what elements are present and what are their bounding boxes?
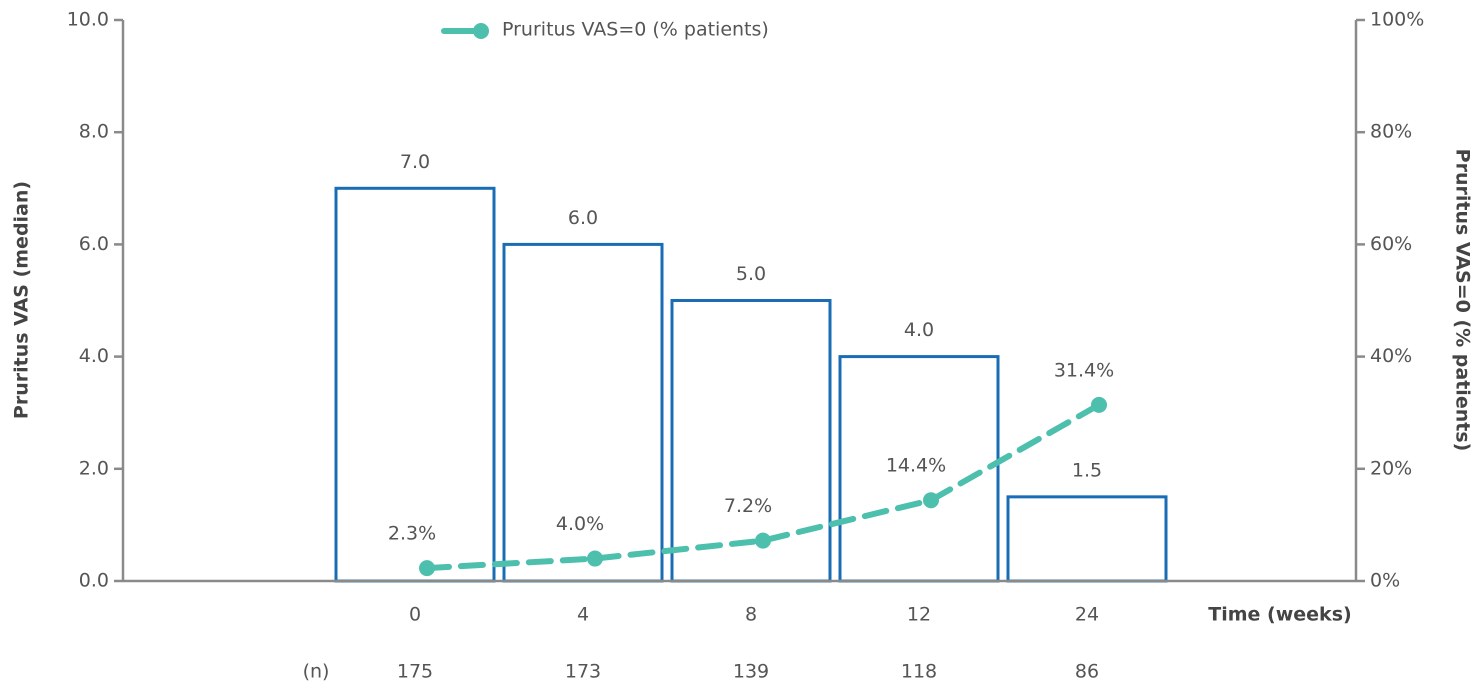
n-value: 86 [1075,661,1099,683]
bar [1006,495,1168,583]
bar-label: 1.5 [1072,459,1102,481]
line-label: 4.0% [556,513,604,535]
bar-label: 6.0 [568,207,598,229]
x-tick-label: 0 [409,604,421,626]
y-tick-label: 4.0 [79,345,109,367]
n-label: (n) [303,661,330,683]
bar [670,299,832,583]
n-value: 173 [565,661,601,683]
x-axis-label: Time (weeks) [1208,604,1351,626]
y-axis-label: Pruritus VAS (median) [11,181,33,419]
y-tick-label: 10.0 [67,9,109,31]
y2-tick-label: 100% [1370,9,1424,31]
x-tick-label: 4 [577,604,589,626]
y-tick-label: 6.0 [79,233,109,255]
line-point [587,550,603,567]
line-label: 2.3% [388,523,436,545]
x-tick-label: 8 [745,604,757,626]
y2-tick-label: 20% [1370,457,1412,479]
line-label: 31.4% [1054,359,1114,381]
y2-axis-label: Pruritus VAS=0 (% patients) [1452,149,1474,452]
line-point [755,532,771,549]
legend-label: Pruritus VAS=0 (% patients) [502,19,769,41]
line-point [419,560,435,577]
y-tick-label: 2.0 [79,457,109,479]
y2-tick-label: 40% [1370,345,1412,367]
line-label: 7.2% [724,495,772,517]
line-point [923,492,939,509]
bar-label: 7.0 [400,151,430,173]
bar-label: 4.0 [904,319,934,341]
y2-tick-label: 60% [1370,233,1412,255]
line-label: 14.4% [886,455,946,477]
n-value: 139 [733,661,769,683]
y2-tick-label: 0% [1370,570,1400,592]
legend-marker [473,23,489,39]
y2-tick-label: 80% [1370,121,1412,143]
line-point [1091,396,1107,413]
n-value: 175 [397,661,433,683]
bar [334,186,496,583]
bar [838,355,1000,583]
bar [502,242,664,583]
bar-label: 5.0 [736,263,766,285]
x-tick-label: 24 [1075,604,1099,626]
n-value: 118 [901,661,937,683]
y-tick-label: 0.0 [79,570,109,592]
y-tick-label: 8.0 [79,121,109,143]
x-tick-label: 12 [907,604,931,626]
